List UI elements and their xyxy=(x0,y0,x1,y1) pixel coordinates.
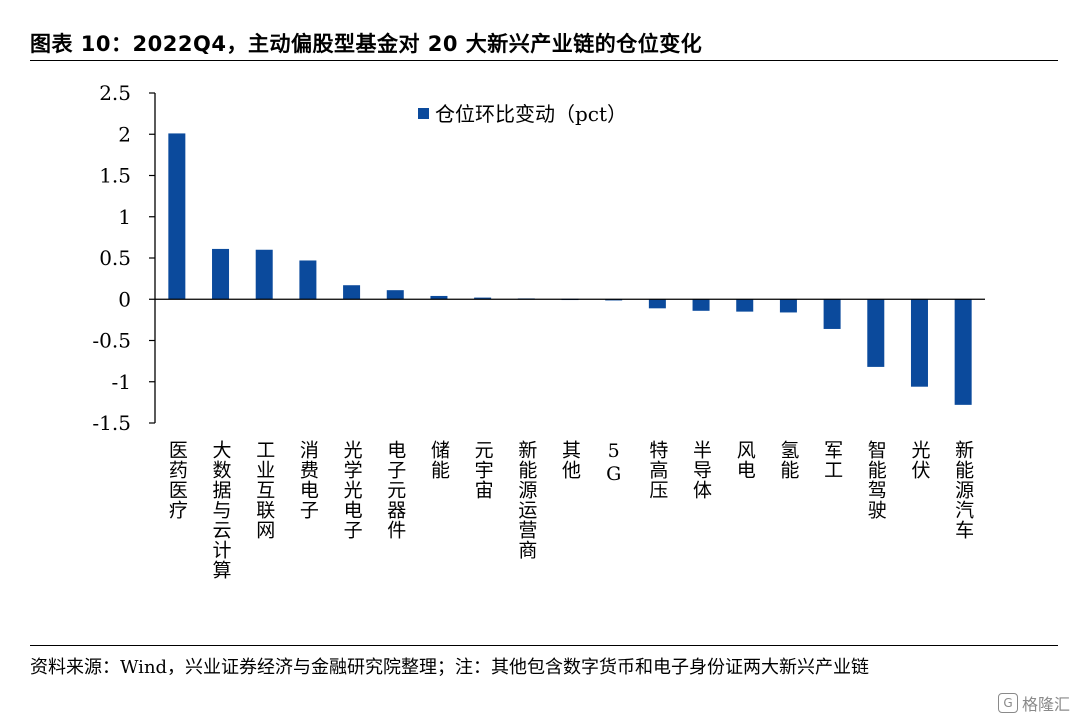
x-tick-label: 其他 xyxy=(559,440,581,480)
bar-chart: 2.5 2 1.5 1 0.5 0 -0.5 -1 -1.5 医药医疗 大数据与云计算 工业互联网 消费… xyxy=(92,81,985,580)
x-tick-label: 光伏 xyxy=(908,440,930,480)
x-tick-label: 特高压 xyxy=(646,440,668,500)
x-tick-label: 新能源运营商 xyxy=(515,440,537,560)
legend-swatch xyxy=(418,108,429,119)
bar-6 xyxy=(430,295,448,300)
x-tick-label: 储能 xyxy=(428,440,450,480)
bar-7 xyxy=(474,297,492,300)
legend-label: 仓位环比变动（pct） xyxy=(435,102,627,126)
x-tick-label: 光学光电子 xyxy=(341,440,363,540)
bar-2 xyxy=(255,249,273,300)
bar-5 xyxy=(386,290,404,300)
watermark: G 格隆汇 xyxy=(997,691,1070,715)
x-tick-label: 5G xyxy=(603,440,625,486)
x-tick-label: 元宇宙 xyxy=(472,440,494,500)
bar-1 xyxy=(212,248,230,300)
x-tick-label: 电子元器件 xyxy=(384,440,406,540)
bar-11 xyxy=(648,299,666,309)
x-tick-label: 工业互联网 xyxy=(253,440,275,540)
bar-18 xyxy=(954,299,972,405)
watermark-text: 格隆汇 xyxy=(1021,695,1070,714)
chart-title: 图表 10：2022Q4，主动偏股型基金对 20 大新兴产业链的仓位变化 xyxy=(30,32,703,56)
bar-12 xyxy=(692,299,710,311)
bar-3 xyxy=(299,260,317,300)
x-tick-label: 智能驾驶 xyxy=(865,440,887,520)
x-tick-label: 半导体 xyxy=(690,440,712,500)
x-tick-label: 大数据与云计算 xyxy=(210,440,232,580)
y-tick-label: 2 xyxy=(118,122,131,146)
y-tick-label: 1 xyxy=(118,205,131,229)
x-tick-label: 消费电子 xyxy=(297,440,319,520)
y-tick-label: -0.5 xyxy=(92,329,131,353)
bar-13 xyxy=(736,299,754,312)
y-tick-label: 0.5 xyxy=(99,246,131,270)
watermark-logo-icon: G xyxy=(997,693,1018,713)
y-tick-label: 2.5 xyxy=(99,81,131,105)
x-tick-label: 医药医疗 xyxy=(166,440,188,520)
bar-15 xyxy=(823,299,841,329)
bar-17 xyxy=(910,299,928,387)
x-tick-label: 军工 xyxy=(821,440,843,480)
y-tick-label: 0 xyxy=(118,287,131,311)
footer-divider xyxy=(30,645,1058,646)
bar-4 xyxy=(343,285,361,300)
y-tick-label: -1 xyxy=(112,370,131,394)
x-tick-label: 风电 xyxy=(734,440,756,480)
bar-14 xyxy=(779,299,797,313)
title-divider xyxy=(30,60,1058,61)
x-tick-label: 氢能 xyxy=(777,440,799,480)
bar-0 xyxy=(168,133,186,300)
y-tick-label: 1.5 xyxy=(99,164,131,188)
y-tick-label: -1.5 xyxy=(92,411,131,435)
source-note: 资料来源：Wind，兴业证券经济与金融研究院整理；注：其他包含数字货币和电子身份… xyxy=(30,657,870,678)
bar-16 xyxy=(867,299,885,367)
x-tick-label: 新能源汽车 xyxy=(952,440,974,540)
